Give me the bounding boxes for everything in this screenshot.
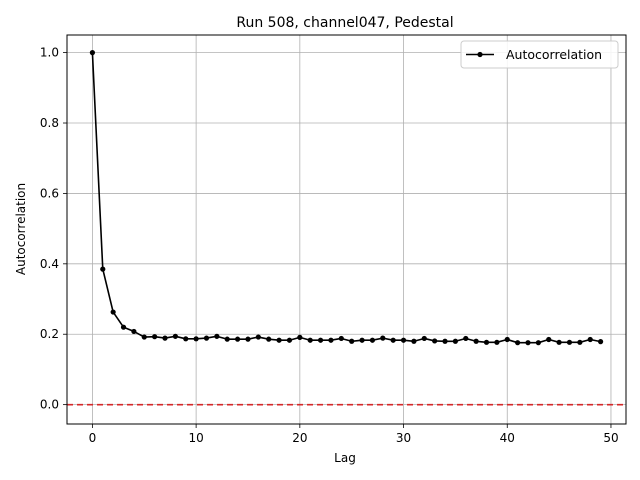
data-point (276, 337, 282, 343)
data-point (266, 336, 272, 342)
x-tick-label: 30 (396, 431, 411, 445)
data-point (224, 336, 230, 342)
data-point (172, 333, 178, 339)
legend: Autocorrelation (460, 40, 619, 69)
y-tick-label: 1.0 (40, 46, 59, 60)
data-point (400, 337, 407, 343)
data-point (245, 336, 251, 342)
data-point (380, 335, 386, 341)
data-point (442, 338, 448, 344)
data-point (525, 340, 531, 346)
data-point (473, 338, 479, 344)
y-tick-label: 0.8 (40, 116, 59, 130)
y-tick-label: 0.4 (40, 257, 59, 271)
data-point (328, 337, 334, 343)
data-point (390, 337, 396, 343)
y-tick-label: 0.6 (40, 186, 59, 200)
data-point (463, 335, 469, 342)
data-point (193, 336, 199, 342)
data-point (100, 266, 106, 272)
y-axis-label: Autocorrelation (14, 183, 28, 275)
data-point (421, 335, 427, 342)
data-point (286, 337, 293, 343)
data-point (203, 335, 210, 341)
data-point (587, 336, 593, 343)
data-point (297, 334, 303, 340)
data-point (597, 339, 604, 345)
series-group (89, 50, 604, 346)
data-point (255, 334, 261, 340)
data-point (120, 324, 127, 330)
data-point (338, 335, 344, 342)
data-point (369, 337, 376, 343)
data-point (432, 338, 438, 344)
data-point (349, 338, 355, 344)
x-tick-label: 0 (89, 431, 97, 445)
data-point (131, 328, 137, 335)
data-point (452, 338, 458, 344)
data-point (183, 336, 189, 342)
data-point (535, 340, 541, 346)
data-point (566, 339, 573, 345)
data-point (235, 336, 241, 342)
data-point (317, 337, 324, 343)
legend-label: Autocorrelation (506, 47, 602, 62)
data-point (546, 336, 552, 343)
data-point (483, 339, 490, 345)
chart-title: Run 508, channel047, Pedestal (236, 15, 453, 31)
y-tick-label: 0.0 (40, 398, 59, 412)
data-point (307, 337, 313, 343)
y-tick-label: 0.2 (40, 327, 59, 341)
x-axis-label: Lag (334, 451, 356, 465)
data-point (214, 333, 220, 339)
data-point (359, 337, 365, 343)
legend-box (460, 40, 619, 69)
legend-marker-swatch (477, 51, 483, 58)
data-point (494, 339, 500, 345)
data-point (162, 335, 168, 341)
data-point (504, 336, 510, 343)
x-tick-label: 10 (188, 431, 203, 445)
data-point (89, 50, 96, 56)
plot-frame (66, 34, 627, 425)
data-point (515, 340, 521, 346)
x-tick-label: 20 (292, 431, 307, 445)
data-point (152, 334, 158, 340)
x-tick-label: 40 (500, 431, 515, 445)
data-point (141, 334, 147, 340)
data-point (110, 309, 116, 315)
data-point (577, 339, 583, 345)
data-point (556, 339, 562, 345)
x-tick-label: 50 (603, 431, 618, 445)
data-point (411, 338, 417, 344)
ticks: 0 10 20 30 40 50 0.0 0.2 0.4 0.6 0.8 1.0 (40, 46, 619, 445)
